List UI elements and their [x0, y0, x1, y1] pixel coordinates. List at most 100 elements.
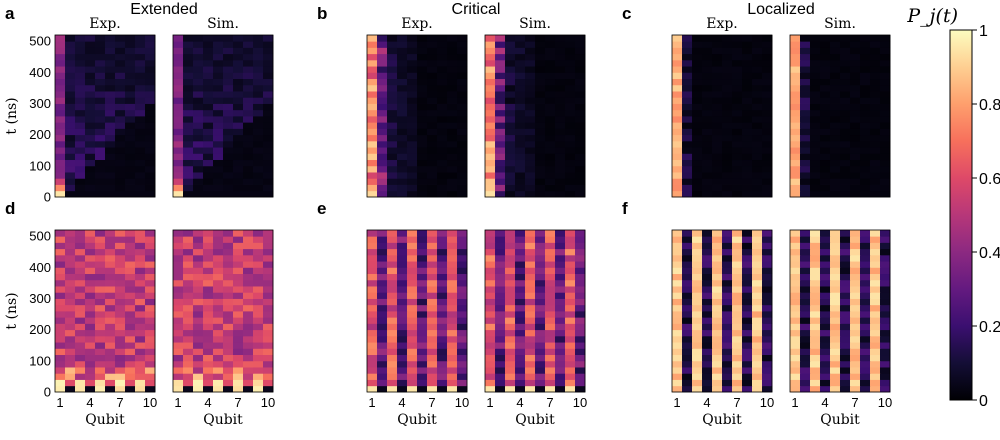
heatmap-cell [55, 261, 66, 268]
heatmap-cell [495, 78, 506, 86]
heatmap-cell [417, 298, 428, 306]
heatmap-cell [485, 59, 496, 67]
heatmap-cell [545, 103, 556, 111]
heatmap-cell [397, 317, 408, 324]
heatmap-cell [367, 267, 378, 275]
heatmap-cell [682, 172, 693, 179]
heatmap-cell [183, 248, 194, 256]
heatmap-cell [545, 116, 556, 123]
heatmap-cell [790, 84, 801, 92]
heatmap-cell [515, 360, 526, 368]
heatmap-cell [672, 354, 683, 362]
heatmap-cell [367, 184, 378, 192]
heatmap-cell [485, 254, 496, 262]
heatmap-cell [145, 184, 156, 192]
heatmap-cell [95, 97, 106, 104]
y-tick-label: 500 [29, 34, 51, 49]
heatmap-cell [437, 109, 448, 117]
heatmap-cell [85, 286, 96, 293]
heatmap-cell [115, 248, 126, 256]
heatmap-cell [427, 230, 438, 237]
heatmap-cell [880, 35, 891, 42]
heatmap-cell [125, 91, 136, 98]
heatmap-cell [95, 103, 106, 111]
heatmap-cell [545, 109, 556, 117]
heatmap-cell [565, 72, 576, 80]
heatmap-cell [752, 91, 763, 98]
heatmap-cell [692, 53, 703, 61]
heatmap-cell [565, 385, 576, 393]
heatmap-cell [233, 41, 244, 48]
heatmap-cell [183, 128, 194, 136]
heatmap-cell [223, 78, 234, 86]
heatmap-cell [417, 159, 428, 167]
heatmap-cell [223, 91, 234, 98]
heatmap-cell [702, 159, 713, 167]
heatmap-cell [742, 254, 753, 262]
heatmap-cell [850, 311, 861, 318]
heatmap-cell [437, 236, 448, 243]
heatmap-cell [407, 178, 418, 185]
heatmap-cell [367, 66, 378, 73]
heatmap-cell [820, 41, 831, 48]
heatmap-cell [377, 254, 388, 262]
heatmap-cell [672, 342, 683, 349]
heatmap-cell [742, 47, 753, 55]
heatmap-cell [447, 236, 458, 243]
heatmap-cell [145, 292, 156, 299]
heatmap-cell [575, 335, 586, 343]
heatmap-cell [830, 78, 841, 86]
heatmap-cell [387, 354, 398, 362]
heatmap-cell [565, 41, 576, 48]
heatmap-cell [505, 242, 516, 250]
heatmap-cell [672, 335, 683, 343]
heatmap-cell [233, 84, 244, 92]
heatmap-cell [457, 78, 468, 86]
heatmap-cell [115, 128, 126, 136]
heatmap-cell [367, 373, 378, 380]
heatmap-cell [105, 72, 116, 80]
heatmap-cell [125, 66, 136, 73]
heatmap-cell [702, 373, 713, 380]
heatmap-cell [437, 304, 448, 312]
heatmap-cell [183, 242, 194, 250]
heatmap-cell [243, 109, 254, 117]
heatmap-cell [575, 317, 586, 324]
heatmap-cell [243, 335, 254, 343]
heatmap-cell [830, 172, 841, 179]
heatmap-cell [75, 267, 86, 275]
heatmap-cell [860, 360, 871, 368]
heatmap-cell [387, 97, 398, 104]
heatmap-cell [545, 84, 556, 92]
heatmap-cell [233, 109, 244, 117]
heatmap-cell [860, 298, 871, 306]
heatmap-cell [397, 47, 408, 55]
heatmap-cell [672, 242, 683, 250]
heatmap-cell [830, 254, 841, 262]
heatmap-cell [115, 41, 126, 48]
heatmap-cell [173, 267, 184, 275]
heatmap-cell [263, 184, 274, 192]
heatmap-cell [820, 242, 831, 250]
heatmap-cell [135, 41, 146, 48]
heatmap-cell [437, 41, 448, 48]
heatmap-cell [407, 122, 418, 129]
heatmap-cell [672, 261, 683, 268]
heatmap-cell [95, 190, 106, 198]
heatmap-cell [135, 184, 146, 192]
heatmap-cell [762, 385, 773, 393]
heatmap-cell [525, 97, 536, 104]
heatmap-cell [712, 91, 723, 98]
heatmap-cell [377, 236, 388, 243]
heatmap-cell [515, 53, 526, 61]
heatmap-cell [105, 292, 116, 299]
heatmap-cell [105, 254, 116, 262]
heatmap-cell [505, 97, 516, 104]
heatmap-cell [672, 298, 683, 306]
heatmap-cell [575, 248, 586, 256]
heatmap-cell [243, 147, 254, 154]
heatmap-cell [790, 178, 801, 185]
heatmap-cell [762, 66, 773, 73]
heatmap-cell [65, 354, 76, 362]
